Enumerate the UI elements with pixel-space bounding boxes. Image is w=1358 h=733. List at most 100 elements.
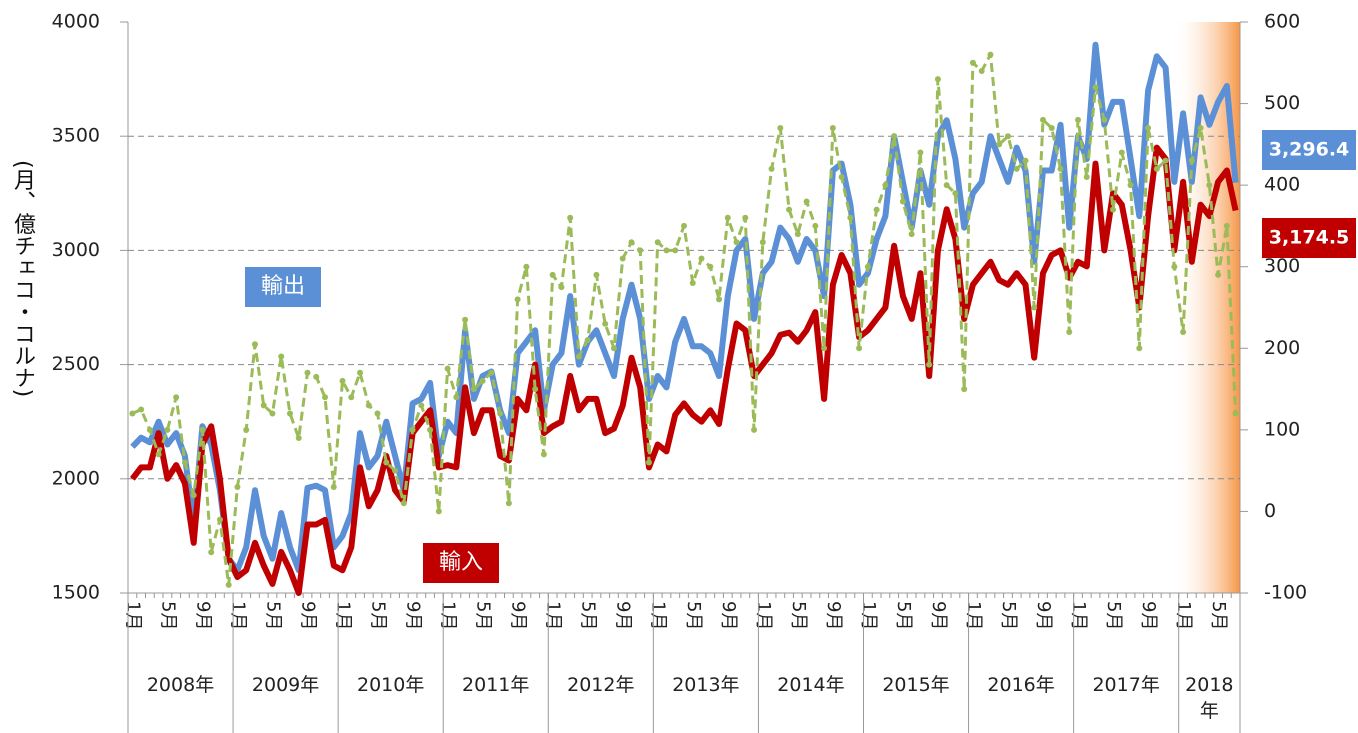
series-marker — [1153, 165, 1160, 172]
year-label: 2010年 — [356, 674, 425, 696]
series-marker — [891, 133, 898, 140]
series-marker — [1136, 345, 1143, 352]
series-marker — [400, 500, 407, 507]
series-marker — [304, 369, 311, 376]
series-marker — [864, 263, 871, 270]
year-label: 2009年 — [251, 674, 320, 696]
series-marker — [610, 345, 617, 352]
series-marker — [357, 369, 364, 376]
series-marker — [505, 500, 512, 507]
series-marker — [996, 141, 1003, 148]
series-marker — [637, 247, 644, 254]
series-marker — [427, 426, 434, 433]
y2-tick-label: 400 — [1264, 174, 1300, 196]
series-marker — [549, 271, 556, 278]
series-marker — [908, 231, 915, 238]
series-marker — [540, 451, 547, 458]
series-marker — [453, 394, 460, 401]
series-marker — [856, 345, 863, 352]
series-marker — [1188, 157, 1195, 164]
series-marker — [1092, 84, 1099, 91]
series-marker — [759, 239, 766, 246]
series-marker — [1013, 165, 1020, 172]
series-name: 輸出 — [261, 274, 305, 299]
series-name-box — [245, 267, 321, 307]
series-marker — [663, 247, 670, 254]
series-marker — [1075, 116, 1082, 123]
series-marker — [295, 435, 302, 442]
series-marker — [199, 426, 206, 433]
x-tick-label: 1月 — [122, 601, 143, 630]
series-marker — [208, 549, 215, 556]
y2-tick-label: 100 — [1264, 418, 1300, 440]
series-marker — [838, 173, 845, 180]
series-marker — [645, 459, 652, 466]
x-tick-label: 9月 — [1138, 601, 1159, 630]
series-marker — [987, 51, 994, 58]
series-marker — [698, 255, 705, 262]
x-tick-label: 1月 — [963, 601, 984, 630]
value-label-box — [1262, 130, 1356, 170]
series-marker — [1180, 328, 1187, 335]
series-marker — [269, 410, 276, 417]
series-marker — [926, 361, 933, 368]
x-tick-label: 5月 — [1103, 601, 1124, 630]
series-marker — [1031, 304, 1038, 311]
series-marker — [173, 394, 180, 401]
value-label: 3,174.5 — [1269, 227, 1350, 249]
series-marker — [278, 353, 285, 360]
series-marker — [969, 59, 976, 66]
y-tick-label: 2500 — [52, 353, 100, 375]
x-tick-label: 9月 — [1033, 601, 1054, 630]
series-marker — [1171, 263, 1178, 270]
value-label: 3,296.4 — [1269, 139, 1350, 161]
value-label-box — [1262, 218, 1356, 258]
series-marker — [584, 337, 591, 344]
year-label: 2012年 — [567, 674, 635, 696]
x-tick-label: 1月 — [1068, 601, 1089, 630]
series-marker — [1022, 157, 1029, 164]
series-marker — [786, 206, 793, 213]
series-marker — [1197, 125, 1204, 132]
series-marker — [251, 341, 258, 348]
series-marker — [917, 149, 924, 156]
x-tick-label: 5月 — [1208, 601, 1229, 630]
series-marker — [681, 222, 687, 229]
y2-tick-label: -100 — [1264, 582, 1307, 604]
series-marker — [847, 214, 854, 221]
series-marker — [190, 492, 197, 499]
x-tick-label: 9月 — [928, 601, 949, 630]
series-marker — [829, 125, 836, 132]
series-marker — [689, 280, 696, 287]
series-line — [130, 144, 1239, 596]
y2-tick-label: 200 — [1264, 337, 1300, 359]
series-marker — [243, 426, 250, 433]
series-marker — [514, 296, 521, 303]
series-marker — [882, 182, 889, 189]
series-marker — [1066, 328, 1073, 335]
series-line — [130, 41, 1239, 574]
x-tick-label: 5月 — [157, 601, 178, 630]
series-marker — [374, 410, 381, 417]
series-marker — [567, 214, 574, 221]
series-marker — [330, 483, 337, 490]
series-marker — [322, 394, 329, 401]
series-marker — [575, 353, 582, 360]
series-marker — [1083, 173, 1090, 180]
series-marker — [751, 426, 758, 433]
year-label: 2014年 — [777, 674, 845, 696]
series-marker — [383, 459, 390, 466]
year-label: 2018年 — [1185, 674, 1234, 722]
series-marker — [716, 296, 723, 303]
x-tick-label: 5月 — [473, 601, 494, 630]
series-marker — [313, 373, 320, 380]
series-marker — [1223, 222, 1230, 229]
x-tick-label: 5月 — [893, 601, 914, 630]
x-tick-label: 1月 — [858, 601, 879, 630]
y2-tick-label: 300 — [1264, 255, 1300, 277]
series-marker — [155, 451, 162, 458]
y2-tick-label: 600 — [1264, 11, 1300, 33]
series-marker — [672, 247, 679, 254]
x-tick-label: 1月 — [227, 601, 248, 630]
series-marker — [1215, 271, 1222, 278]
